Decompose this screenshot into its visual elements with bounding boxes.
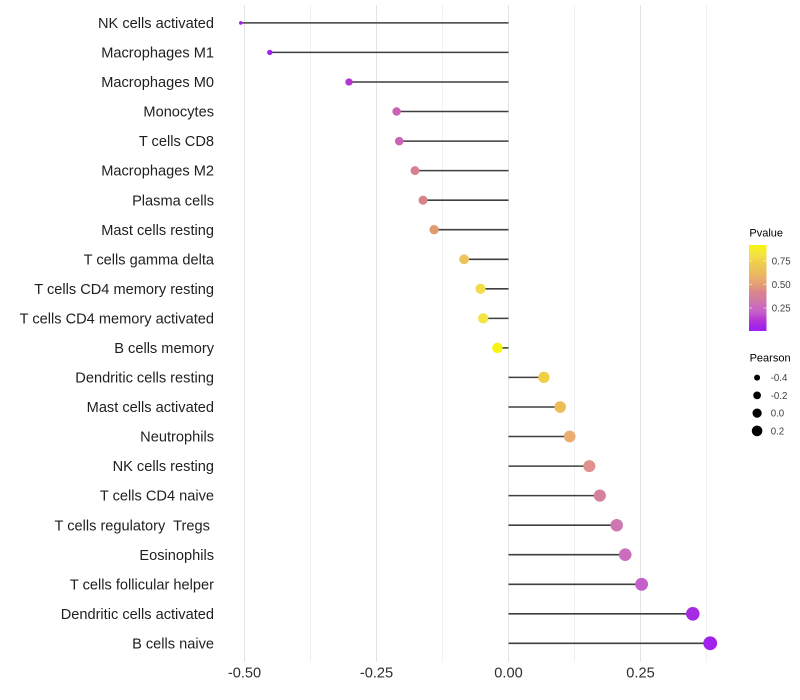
svg-text:Neutrophils: Neutrophils [140,430,214,446]
svg-text:B cells naive: B cells naive [132,636,214,652]
svg-text:Plasma cells: Plasma cells [132,193,214,209]
svg-text:Monocytes: Monocytes [143,105,214,121]
svg-text:-0.25: -0.25 [360,666,393,682]
svg-text:-0.2: -0.2 [771,391,788,402]
svg-text:0.25: 0.25 [626,666,654,682]
svg-text:-0.50: -0.50 [228,666,261,682]
svg-text:NK cells activated: NK cells activated [98,16,214,32]
svg-text:T cells CD4 naive: T cells CD4 naive [100,489,214,505]
svg-text:Pearson: Pearson [750,353,791,365]
svg-text:T cells regulatory Tregs: T cells regulatory Tregs [54,518,214,534]
svg-text:T cells CD8: T cells CD8 [139,134,214,150]
svg-text:Pvalue: Pvalue [749,228,783,240]
svg-text:Macrophages M2: Macrophages M2 [101,164,214,180]
svg-text:Macrophages M0: Macrophages M0 [101,75,214,91]
svg-text:B cells memory: B cells memory [114,341,214,357]
svg-text:Eosinophils: Eosinophils [139,548,214,564]
svg-text:T cells follicular helper: T cells follicular helper [70,577,214,593]
svg-text:NK cells resting: NK cells resting [113,459,214,475]
svg-text:Mast cells activated: Mast cells activated [87,400,214,416]
svg-text:Dendritic cells resting: Dendritic cells resting [75,371,214,387]
svg-text:T cells CD4 memory activated: T cells CD4 memory activated [20,312,214,328]
svg-text:Dendritic cells activated: Dendritic cells activated [61,607,214,623]
svg-text:T cells CD4 memory resting: T cells CD4 memory resting [34,282,214,298]
svg-text:Mast cells resting: Mast cells resting [101,223,214,239]
svg-text:T cells gamma delta: T cells gamma delta [84,252,215,268]
svg-text:0.50: 0.50 [772,280,791,291]
svg-text:0.25: 0.25 [772,304,791,315]
svg-text:Macrophages M1: Macrophages M1 [101,46,214,62]
svg-text:0.2: 0.2 [771,426,784,437]
svg-text:-0.4: -0.4 [771,373,788,384]
svg-text:0.00: 0.00 [494,666,522,682]
svg-text:0.0: 0.0 [771,409,785,420]
svg-text:0.75: 0.75 [772,256,791,267]
